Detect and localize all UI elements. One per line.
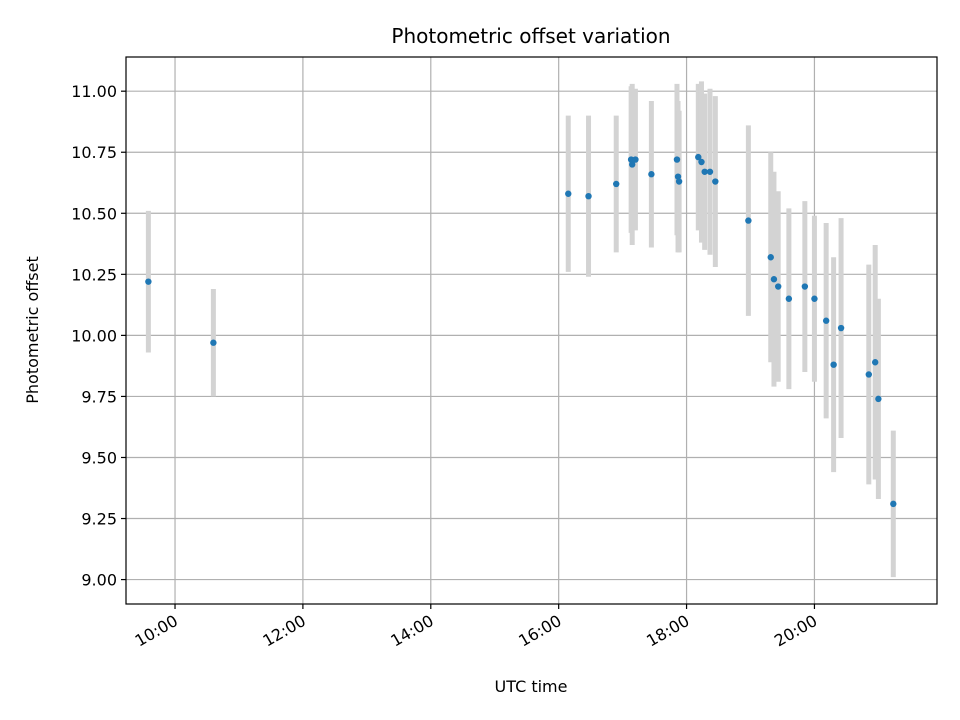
- y-tick-label: 10.00: [71, 326, 117, 345]
- data-point: [613, 180, 620, 188]
- data-point: [865, 371, 872, 378]
- y-tick-label: 9.00: [81, 571, 117, 590]
- data-point: [875, 395, 882, 403]
- plot-frame: [125, 56, 938, 605]
- y-axis-label: Photometric offset: [23, 256, 42, 404]
- y-tick-label: 9.75: [81, 387, 117, 406]
- data-point: [648, 171, 655, 178]
- data-point: [701, 168, 708, 175]
- y-tick-label: 10.75: [71, 143, 117, 162]
- data-point: [695, 153, 702, 161]
- data-point: [785, 295, 793, 302]
- data-points: [145, 153, 897, 508]
- data-point: [712, 178, 719, 185]
- data-point: [675, 178, 683, 185]
- chart-title: Photometric offset variation: [391, 24, 670, 48]
- data-point: [629, 161, 636, 168]
- data-point: [673, 156, 681, 163]
- data-point: [745, 217, 752, 224]
- data-point: [822, 317, 830, 324]
- x-axis-label: UTC time: [495, 677, 568, 696]
- data-point: [565, 190, 572, 197]
- y-tick-label: 10.25: [71, 265, 117, 284]
- y-axis: 9.00 9.25 9.50 9.75 10.00 10.25 10.50 10.75 11.0…: [71, 82, 126, 590]
- data-point: [871, 359, 879, 366]
- data-point: [890, 500, 897, 508]
- data-point: [767, 254, 774, 261]
- data-point: [775, 283, 782, 290]
- data-point: [706, 168, 714, 175]
- data-point: [674, 173, 682, 180]
- data-point: [585, 192, 592, 200]
- y-tick-label: 11.00: [71, 82, 117, 101]
- data-point: [632, 156, 639, 163]
- data-point: [210, 339, 217, 346]
- grid: [126, 57, 937, 604]
- data-point: [801, 283, 809, 290]
- data-point: [698, 158, 705, 166]
- y-tick-label: 9.50: [81, 448, 117, 467]
- data-point: [770, 276, 778, 283]
- y-tick-label: 10.50: [71, 204, 117, 223]
- data-point: [837, 324, 845, 332]
- data-point: [145, 278, 152, 285]
- data-point: [811, 295, 818, 302]
- y-tick-label: 9.25: [81, 510, 117, 529]
- data-point: [830, 361, 837, 368]
